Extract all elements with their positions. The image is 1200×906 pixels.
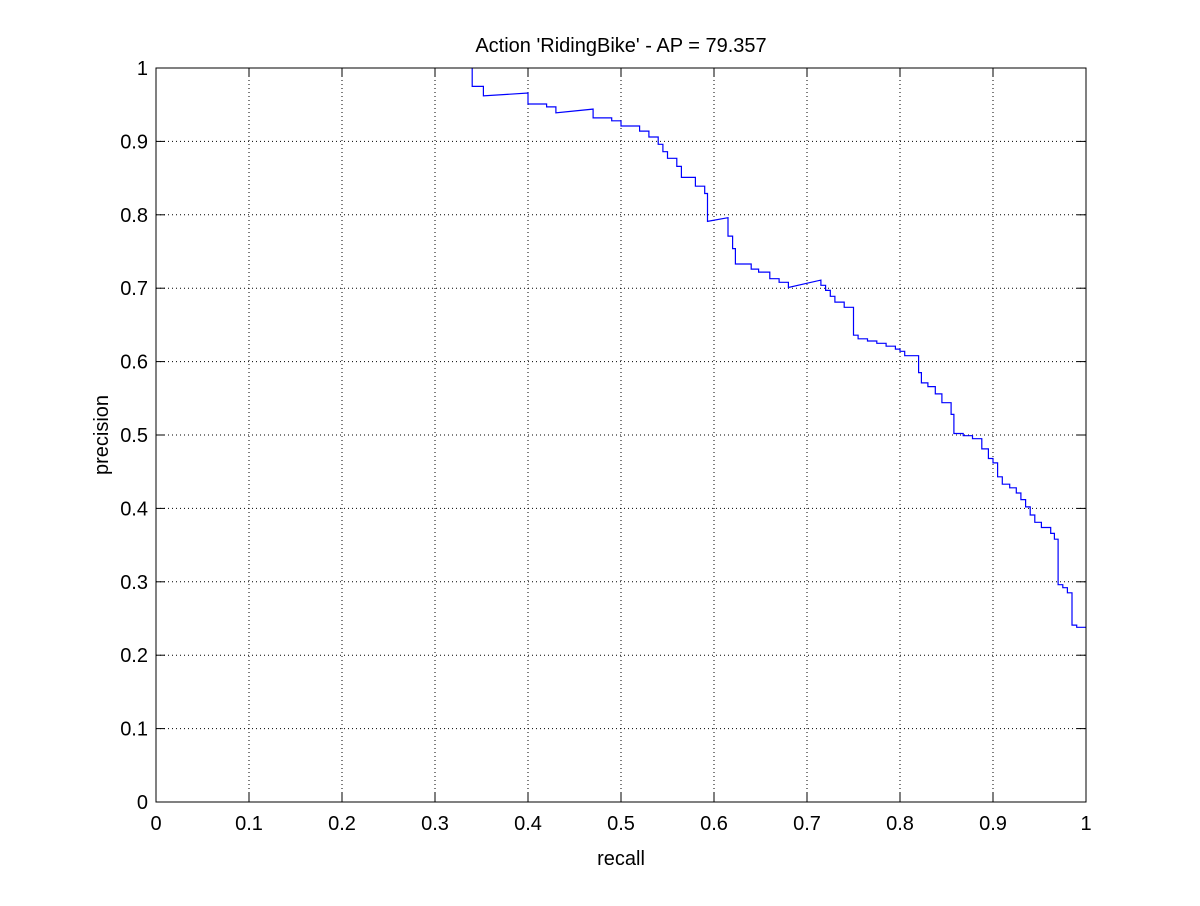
y-tick-label: 0.2 [120,645,148,667]
y-tick-label: 0.9 [120,131,148,153]
y-tick-label: 0.7 [120,278,148,300]
x-tick-label: 0.4 [514,813,542,835]
chart-title: Action 'RidingBike' - AP = 79.357 [475,35,766,57]
series-layer [471,68,1086,628]
y-tick-label: 0.1 [120,719,148,741]
y-tick-label: 0.6 [120,352,148,374]
y-tick-label: 1 [137,58,148,80]
y-tick-label: 0 [137,792,148,814]
x-tick-label: 0.9 [979,813,1007,835]
pr-curve-line [471,68,1086,628]
x-tick-label: 0.6 [700,813,728,835]
y-axis-label: precision [91,395,113,475]
x-tick-label: 0.1 [235,813,263,835]
y-tick-label: 0.3 [120,572,148,594]
tick-labels: 0 0.1 0.2 0.3 0.4 0.5 0.6 0.7 0.8 0.9 1 0 0.1 0.2 0.3 0… [120,58,1091,835]
x-tick-label: 1 [1080,813,1091,835]
x-tick-label: 0 [150,813,161,835]
y-tick-label: 0.4 [120,498,148,520]
x-tick-label: 0.7 [793,813,821,835]
y-tick-label: 0.5 [120,425,148,447]
x-tick-label: 0.8 [886,813,914,835]
ticks [155,67,1087,803]
x-tick-label: 0.5 [607,813,635,835]
x-tick-label: 0.3 [421,813,449,835]
x-tick-label: 0.2 [328,813,356,835]
x-axis-label: recall [597,848,645,870]
y-tick-label: 0.8 [120,205,148,227]
grid [156,68,1086,802]
